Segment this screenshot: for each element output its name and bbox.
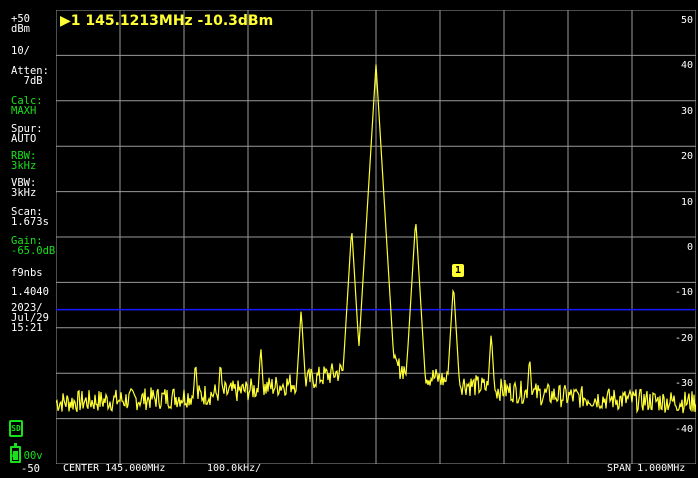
rbw-setting[interactable]: RBW: 3kHz	[11, 150, 37, 172]
scan-time: Scan: 1.673s	[11, 206, 49, 228]
marker-1-badge[interactable]: 1	[452, 264, 464, 277]
spur-setting[interactable]: Spur: AUTO	[11, 123, 43, 145]
y-axis-label: 40	[680, 60, 693, 72]
atten-setting[interactable]: Atten: 7dB	[11, 65, 49, 87]
y-axis-label: -10	[674, 287, 693, 299]
span-frequency[interactable]: SPAN 1.000MHz	[607, 463, 686, 474]
center-frequency[interactable]: CENTER 145.000MHz	[63, 463, 166, 474]
grid	[56, 10, 696, 464]
y-axis-label: -30	[674, 378, 693, 390]
y-axis-label: -20	[674, 332, 693, 344]
firmware-name: f9nbs	[11, 267, 43, 279]
bottom-level: -50	[21, 463, 40, 475]
per-division: 100.0kHz/	[207, 463, 262, 474]
marker-readout[interactable]: ▶1 145.1213MHz -10.3dBm	[60, 13, 274, 29]
spectrum-plot[interactable]	[56, 10, 696, 464]
y-axis-label: 0	[686, 242, 693, 253]
battery-voltage: 4.00v	[11, 450, 43, 462]
gain-setting[interactable]: Gain: -65.0dB	[11, 235, 56, 257]
sd-card-icon[interactable]: SD	[9, 420, 23, 437]
date-time: 2023/ Jul/29 15:21	[11, 302, 49, 334]
calc-setting[interactable]: Calc: MAXH	[11, 95, 43, 117]
scale-per-div[interactable]: 10/	[11, 45, 30, 57]
battery-icon	[10, 443, 21, 463]
firmware-version: 1.4040	[11, 286, 49, 298]
y-axis-label: 50	[680, 15, 693, 26]
y-axis-label: 20	[680, 151, 693, 163]
spectrum-trace	[56, 64, 696, 414]
y-axis-label: 30	[680, 105, 693, 117]
vbw-setting[interactable]: VBW: 3kHz	[11, 177, 37, 199]
y-axis-label: 10	[680, 196, 693, 208]
sidebar: +50 dBm 10/ Atten: 7dB Calc: MAXH Spur: …	[0, 10, 56, 476]
ref-level[interactable]: +50 dBm	[11, 13, 30, 35]
y-axis-label: -40	[674, 423, 693, 435]
